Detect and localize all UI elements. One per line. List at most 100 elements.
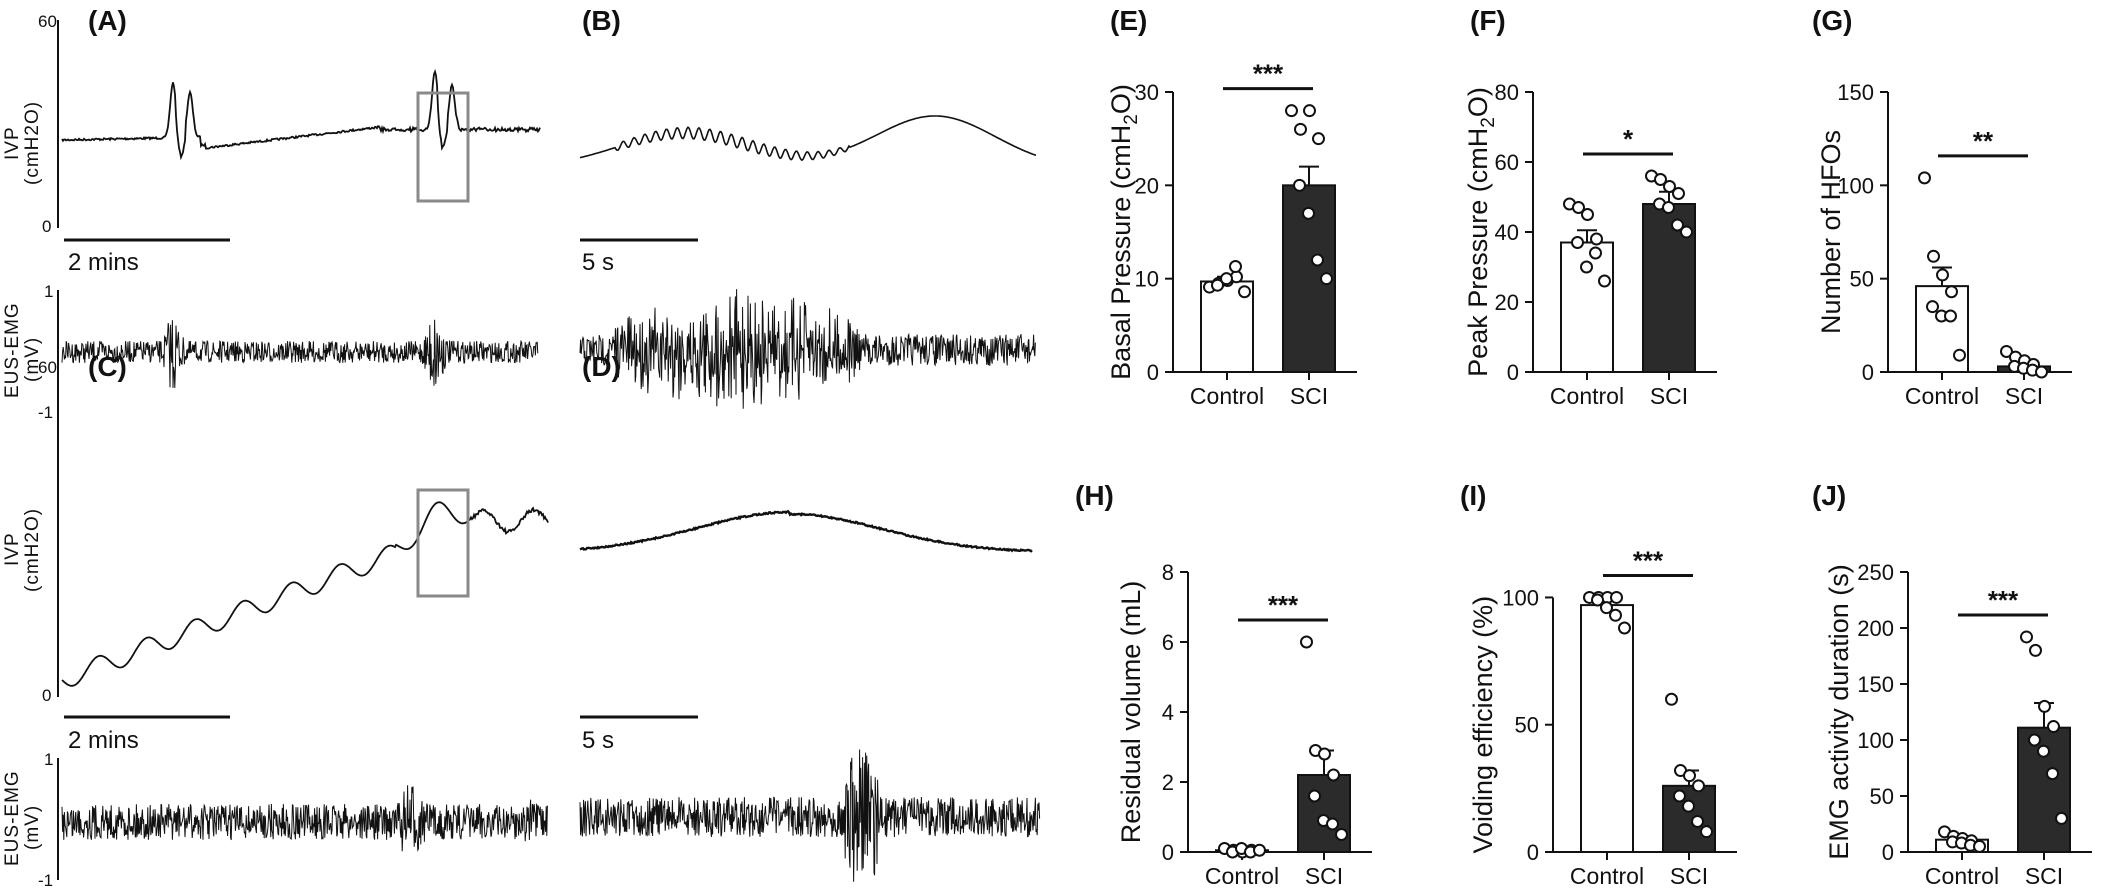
data-point <box>1945 285 1958 299</box>
panel-c-ivp-trace <box>61 501 549 687</box>
y-tick-label: 20 <box>1135 173 1159 198</box>
y-tick-label: 0 <box>1147 360 1159 385</box>
panel-a-ivp-tick-top: 60 <box>38 12 57 31</box>
panel-c-emg-axis-title: EUS-EMG <box>2 770 23 866</box>
y-tick-label: 0 <box>1162 840 1174 865</box>
data-point <box>1300 635 1313 649</box>
y-tick-label: 150 <box>1857 672 1894 697</box>
y-tick-label: 200 <box>1857 616 1894 641</box>
data-point <box>1654 173 1667 186</box>
panel-label: (J) <box>1812 480 1846 511</box>
y-tick-label: 100 <box>1837 173 1874 198</box>
y-axis-title: Residual volume (mL) <box>1116 581 1146 844</box>
data-point <box>1936 268 1949 282</box>
data-point <box>1311 253 1324 267</box>
significance-stars: *** <box>1253 59 1284 89</box>
data-point <box>1303 104 1316 118</box>
panel-label: (F) <box>1470 5 1506 36</box>
panel-a-ivp-unit: (cmH2O) <box>22 101 43 185</box>
x-category-label: SCI <box>2025 863 2063 889</box>
y-tick-label: 0 <box>1507 360 1519 385</box>
y-tick-label: 10 <box>1135 267 1159 292</box>
panel-c-ivp-tick-top: 60 <box>38 358 57 377</box>
y-tick-label: 80 <box>1495 80 1519 105</box>
data-point <box>1682 799 1695 813</box>
data-point <box>1618 621 1631 635</box>
y-axis-title: Voiding efficiency (%) <box>1468 596 1498 854</box>
panel-a-emg-tick-top: 1 <box>44 282 53 301</box>
panel-c-ivp-axis-title: IVP <box>2 532 23 566</box>
data-point <box>1918 171 1931 185</box>
y-tick-label: 8 <box>1162 560 1174 585</box>
y-axis-title: EMG activity duration (s) <box>1824 564 1854 860</box>
data-point <box>1609 608 1622 622</box>
data-point <box>1610 590 1623 604</box>
data-point <box>1318 747 1331 761</box>
x-category-label: Control <box>1205 863 1279 889</box>
panel-c-ivp-unit: (cmH2O) <box>22 508 43 592</box>
panel-d-label: (D) <box>582 351 621 382</box>
panel-c-emg-tick-bottom: -1 <box>38 871 53 890</box>
data-point <box>1285 104 1298 118</box>
data-point <box>1572 201 1585 214</box>
y-tick-label: 4 <box>1162 700 1174 725</box>
y-tick-label: 250 <box>1857 560 1894 585</box>
y-tick-label: 6 <box>1162 630 1174 655</box>
panel-b-label: (B) <box>582 5 621 36</box>
panel-a-ivp-trace <box>61 68 541 161</box>
data-point <box>1662 201 1675 214</box>
data-point <box>1691 814 1704 828</box>
panel-a-emg-trace <box>61 319 539 388</box>
y-tick-label: 50 <box>1870 784 1894 809</box>
panel-c-emg-trace <box>61 785 548 852</box>
y-tick-label: 30 <box>1135 80 1159 105</box>
panel-a-label: (A) <box>88 5 127 36</box>
data-point <box>2047 720 2060 734</box>
panel-c-scale-bar-label: 2 mins <box>68 727 139 754</box>
data-point <box>1692 779 1705 793</box>
data-point <box>1926 300 1939 314</box>
panel-a-emg-axis-title: EUS-EMG <box>2 302 23 398</box>
y-axis-title: Basal Pressure (cmH2O) <box>1106 84 1142 380</box>
panel-b-emg-trace <box>579 289 1036 409</box>
data-point <box>1672 187 1685 200</box>
panel-b: (B) 5 s <box>579 5 1037 409</box>
data-point <box>1953 348 1966 362</box>
panel-a: (A) 60 0 IVP (cmH2O) 2 mins 1 -1 EUS-EMG… <box>2 5 541 422</box>
data-point <box>1591 593 1604 607</box>
data-point <box>1598 274 1611 288</box>
x-category-label: SCI <box>1650 383 1688 409</box>
y-tick-label: 50 <box>1515 713 1539 738</box>
data-point <box>1590 232 1603 246</box>
data-point <box>2020 630 2033 644</box>
data-point <box>1326 817 1339 831</box>
panel-d-ivp-trace <box>579 509 1033 553</box>
data-point <box>2038 699 2051 713</box>
data-point <box>1673 789 1686 803</box>
data-point <box>1327 768 1340 782</box>
data-point <box>1589 246 1602 260</box>
panel-a-zoom-box <box>416 91 470 203</box>
chart-g: (G) 0 50 100 150 Number of HFOs Control SCI ** <box>1812 5 2072 409</box>
data-point <box>1229 260 1242 274</box>
data-point <box>1571 236 1584 249</box>
x-category-label: SCI <box>1290 383 1328 409</box>
panel-c-label: (C) <box>88 351 127 382</box>
significance-stars: *** <box>1633 545 1664 575</box>
panel-a-emg-tick-bottom: -1 <box>38 403 53 422</box>
chart-h: (H) 0 2 4 6 8 Residual volume (mL) Control SCI **… <box>1075 480 1372 889</box>
data-point <box>2046 767 2059 781</box>
panel-a-scale-bar-label: 2 mins <box>68 249 139 276</box>
bar-sci <box>1662 784 1716 853</box>
y-tick-label: 0 <box>1527 840 1539 865</box>
panel-b-ivp-trace <box>579 115 1037 162</box>
panel-c-zoom-box <box>416 488 470 598</box>
data-point <box>1671 218 1684 232</box>
panel-d-emg-trace <box>579 749 1041 882</box>
data-point <box>1312 132 1325 146</box>
